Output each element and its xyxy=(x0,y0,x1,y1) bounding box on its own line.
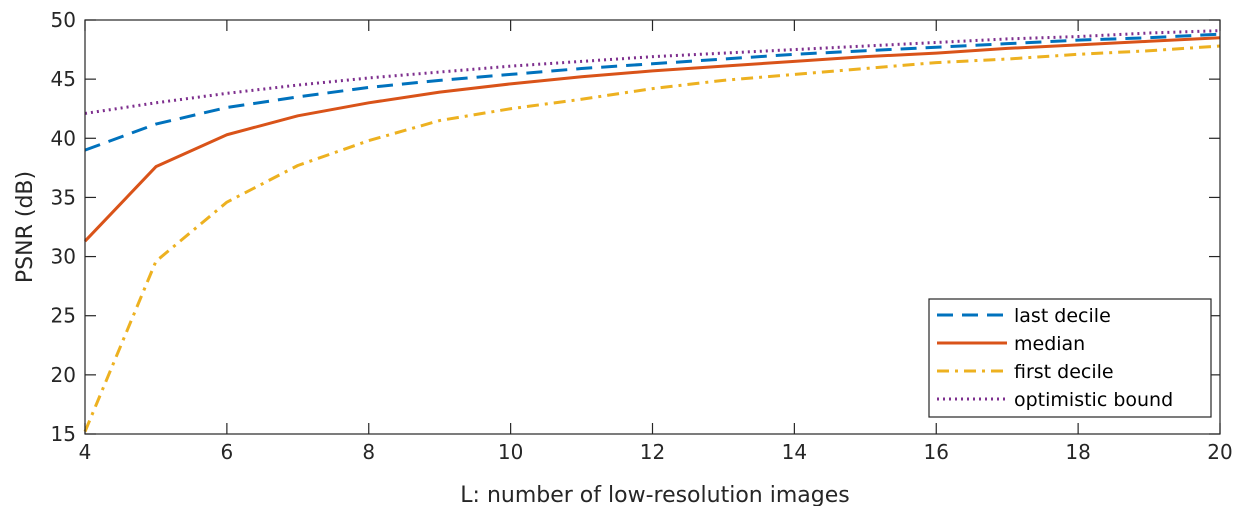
x-tick-label: 4 xyxy=(79,440,92,464)
x-tick-label: 8 xyxy=(362,440,375,464)
x-tick-label: 10 xyxy=(498,440,523,464)
y-tick-label: 50 xyxy=(51,8,76,32)
y-tick-label: 15 xyxy=(51,422,76,446)
x-tick-label: 14 xyxy=(782,440,807,464)
y-tick-label: 20 xyxy=(51,363,76,387)
series-line-1 xyxy=(83,36,1221,243)
legend-label-3: optimistic bound xyxy=(1014,389,1173,411)
legend-label-0: last decile xyxy=(1014,305,1111,327)
y-axis-label: PSNR (dB) xyxy=(13,171,38,283)
ticks-layer: 4 6 8 10 12 14 16 18 20 15 20 25 30 35 40 45 50 xyxy=(51,8,1233,464)
series-line-0 xyxy=(84,32,1221,152)
y-tick-label: 35 xyxy=(51,185,76,209)
y-tick-label: 25 xyxy=(51,304,76,328)
x-axis-label: L: number of low-resolution images xyxy=(460,483,849,506)
legend: last decile median first decile optimistic … xyxy=(928,298,1212,418)
x-tick-label: 16 xyxy=(924,440,949,464)
x-tick-label: 18 xyxy=(1065,440,1090,464)
x-tick-label: 6 xyxy=(221,440,234,464)
series-layer xyxy=(83,29,1221,433)
series-line-2 xyxy=(83,44,1221,433)
y-tick-label: 45 xyxy=(51,67,76,91)
legend-box xyxy=(928,298,1212,418)
y-tick-label: 40 xyxy=(51,126,76,150)
series-line-3 xyxy=(84,29,1221,115)
y-tick-label: 30 xyxy=(51,245,76,269)
x-tick-label: 12 xyxy=(640,440,665,464)
x-tick-label: 20 xyxy=(1207,440,1232,464)
legend-label-2: first decile xyxy=(1014,361,1114,383)
legend-label-1: median xyxy=(1014,333,1085,355)
